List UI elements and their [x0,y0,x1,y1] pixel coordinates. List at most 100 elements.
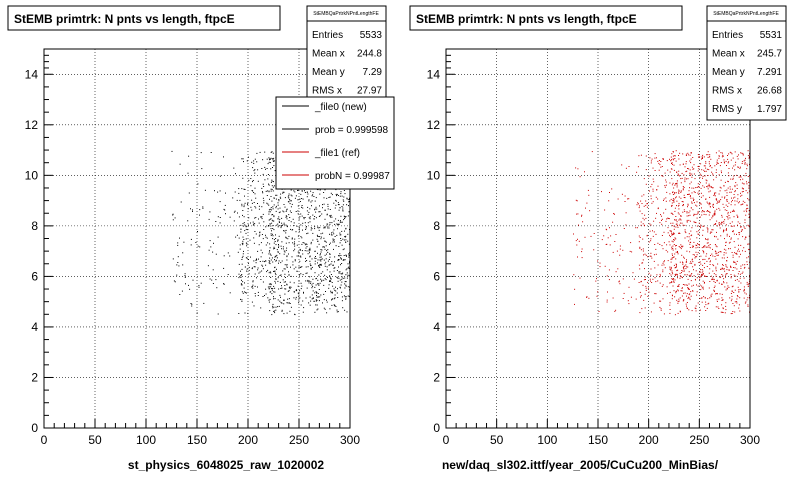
scatter-point [343,200,345,202]
scatter-point [671,159,672,161]
scatter-point [255,259,257,261]
scatter-point [714,282,716,283]
scatter-point [275,279,277,280]
scatter-point [307,206,309,208]
scatter-point [746,208,748,210]
scatter-point [184,276,186,278]
scatter-point [297,189,299,191]
scatter-point [269,298,271,300]
scatter-point [281,302,283,304]
scatter-point [677,290,679,292]
scatter-point [712,174,714,176]
scatter-point [677,269,679,271]
scatter-point [746,261,748,263]
scatter-point [629,250,631,252]
scatter-point [253,192,255,193]
scatter-point [273,185,275,187]
scatter-point [293,291,295,293]
scatter-point [329,215,331,217]
scatter-point [307,213,309,215]
scatter-point [687,204,689,206]
scatter-point [640,154,642,156]
scatter-point [302,222,304,224]
scatter-point [674,274,676,276]
scatter-point [274,256,276,258]
scatter-point [319,236,321,238]
scatter-point [286,265,288,267]
scatter-point [277,218,279,220]
scatter-point [315,277,317,279]
scatter-point [682,224,684,226]
scatter-point [274,267,276,269]
scatter-point [651,202,653,204]
scatter-point [748,181,750,183]
scatter-point [690,152,692,154]
scatter-point [686,266,688,268]
scatter-point [721,257,723,259]
scatter-point [638,282,640,283]
scatter-point [261,218,263,220]
scatter-point [268,204,270,206]
scatter-point [269,218,271,220]
scatter-point [307,253,309,255]
scatter-point [638,241,640,243]
scatter-point [744,175,746,177]
scatter-point [577,213,579,215]
scatter-point [693,241,695,243]
scatter-point [730,293,732,294]
scatter-point [726,288,728,290]
scatter-point [599,266,601,268]
scatter-point [341,263,343,264]
scatter-point [270,234,272,236]
scatter-point [254,169,256,171]
scatter-point [671,163,672,164]
scatter-point [294,260,296,262]
scatter-point [687,203,689,205]
scatter-point [271,288,272,290]
scatter-point [337,288,338,290]
scatter-point [329,275,330,277]
scatter-point [723,230,725,232]
scatter-point [708,258,710,260]
scatter-point [724,190,726,192]
scatter-point [730,266,732,268]
scatter-point [339,232,341,234]
scatter-point [695,244,697,246]
scatter-point [280,197,282,199]
scatter-point [333,270,335,272]
scatter-point [318,243,320,245]
scatter-point [295,296,297,298]
scatter-point [344,283,346,285]
scatter-point [680,197,682,199]
scatter-point [312,297,314,299]
scatter-point [669,268,671,270]
scatter-point [244,202,246,204]
scatter-point [712,187,714,189]
scatter-point [706,227,708,229]
scatter-point [673,256,675,258]
scatter-point [268,211,270,213]
scatter-point [689,187,690,189]
scatter-point [319,256,321,258]
stats-label: RMS x [712,86,742,97]
scatter-point [715,293,717,295]
scatter-point [343,255,345,256]
scatter-point [307,266,309,268]
scatter-point [737,202,739,204]
scatter-point [238,273,240,275]
scatter-point [716,199,718,201]
scatter-point [715,270,717,272]
scatter-point [682,186,684,187]
scatter-point [336,309,338,311]
scatter-point [679,272,681,274]
scatter-point [341,296,343,298]
scatter-point [715,236,717,238]
scatter-point [674,267,676,269]
scatter-point [701,169,703,171]
stats-value: 245.7 [757,49,782,60]
scatter-point [341,278,343,280]
scatter-point [326,269,328,271]
scatter-point [338,277,340,279]
scatter-point [748,199,750,201]
scatter-point [711,293,713,295]
